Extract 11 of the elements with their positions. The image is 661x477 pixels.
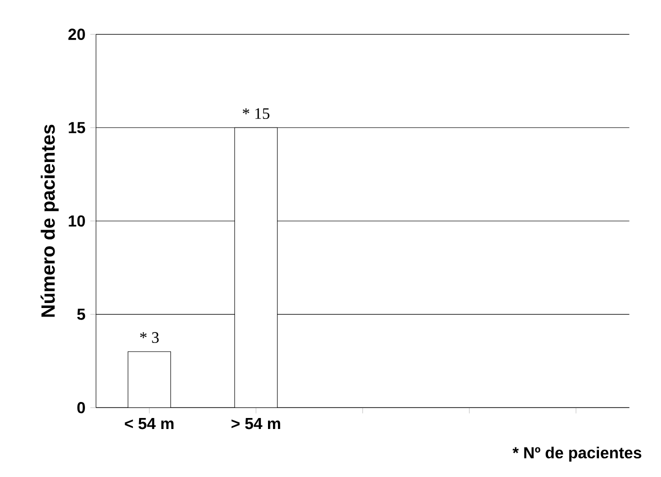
- y-tick-label: 5: [77, 308, 86, 320]
- x-tick-label: > 54 m: [232, 418, 280, 430]
- text: * Nº de pacientes: [512, 446, 642, 462]
- y-tick-label: 15: [68, 122, 86, 134]
- data-label: * 3: [140, 332, 159, 343]
- y-tick-label: 10: [68, 215, 85, 227]
- y-tick-label: 0: [77, 402, 85, 414]
- data-label: * 15: [242, 108, 270, 119]
- y-axis-title: Número de pacientes: [40, 124, 59, 317]
- y-tick-label: 20: [68, 28, 85, 40]
- x-tick-label: < 54 m: [124, 418, 174, 430]
